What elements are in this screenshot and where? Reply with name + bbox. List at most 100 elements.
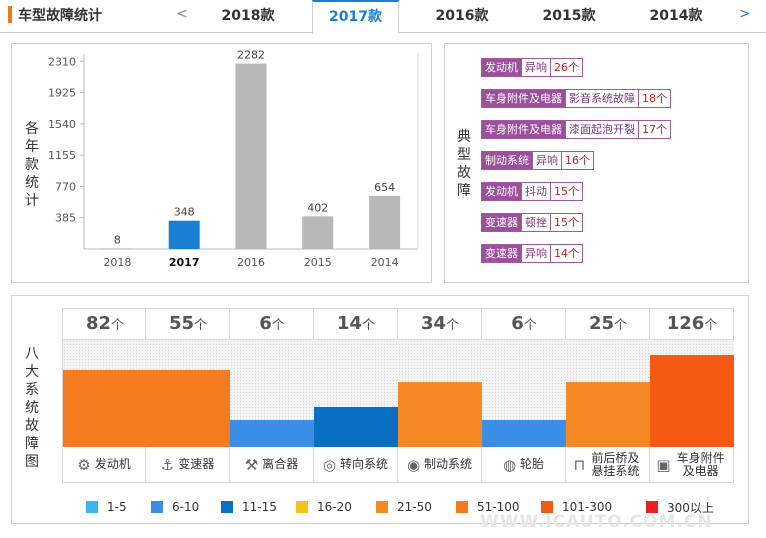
x-tick-label: 2016 bbox=[237, 256, 265, 269]
system-column: 14个 bbox=[314, 308, 398, 447]
system-count-unit: 个 bbox=[704, 318, 718, 333]
system-count-number: 6 bbox=[511, 313, 524, 334]
system-bar-fill bbox=[314, 407, 398, 447]
fault-item[interactable]: 变速器 顿挫 15个 bbox=[481, 213, 583, 232]
legend-swatch bbox=[296, 501, 308, 513]
tab-2016[interactable]: 2016款 bbox=[435, 8, 489, 24]
suspension-icon: ⊓ bbox=[573, 455, 586, 474]
system-bar-track bbox=[482, 340, 566, 447]
tab-2018[interactable]: 2018款 bbox=[221, 8, 275, 24]
legend-swatch bbox=[151, 501, 163, 513]
eight-systems-label-text: 八大系统故障图 bbox=[25, 346, 39, 470]
bar-2015 bbox=[302, 216, 334, 249]
fault-system-tag: 制动系统 bbox=[481, 151, 533, 170]
legend-item: 1-5 bbox=[86, 499, 127, 515]
system-column: 6个 bbox=[230, 308, 314, 447]
system-label-cell[interactable]: ⚙ 发动机 bbox=[62, 447, 146, 483]
fault-count-tag: 18个 bbox=[639, 89, 671, 108]
bar-2017 bbox=[168, 220, 200, 249]
prev-arrow-button[interactable]: < bbox=[176, 6, 188, 22]
fault-item[interactable]: 发动机 异响 26个 bbox=[481, 58, 583, 77]
fault-item[interactable]: 变速器 异响 14个 bbox=[481, 244, 583, 263]
legend-item: 11-15 bbox=[221, 499, 277, 515]
system-count-unit: 个 bbox=[523, 318, 537, 333]
fault-count-tag: 15个 bbox=[551, 182, 583, 201]
next-arrow-button[interactable]: > bbox=[739, 6, 751, 22]
fault-system-tag: 发动机 bbox=[481, 58, 522, 77]
system-name: 轮胎 bbox=[520, 457, 545, 471]
system-label-cell[interactable]: ⊓ 前后桥及悬挂系统 bbox=[566, 447, 650, 483]
fault-count-tag: 14个 bbox=[551, 244, 583, 263]
engine-icon: ⚙ bbox=[77, 455, 91, 474]
system-name: 变速器 bbox=[178, 457, 215, 471]
brake-icon: ◉ bbox=[406, 455, 421, 474]
system-count-unit: 个 bbox=[362, 318, 376, 333]
fault-count-tag: 16个 bbox=[562, 151, 594, 170]
legend-label: 300以上 bbox=[667, 500, 714, 515]
title-accent bbox=[8, 6, 12, 23]
system-count-unit: 个 bbox=[111, 318, 125, 333]
bar-2014 bbox=[369, 195, 401, 249]
tab-2017[interactable]: 2017款 bbox=[312, 0, 399, 34]
system-bar-track bbox=[314, 340, 398, 447]
system-label-cell[interactable]: ⚒ 离合器 bbox=[230, 447, 314, 483]
yearly-stats-label: 各年款统计 bbox=[23, 120, 41, 210]
legend-label: 11-15 bbox=[242, 500, 277, 514]
system-count-number: 6 bbox=[259, 313, 272, 334]
yearly-stats-label-text: 各年款统计 bbox=[25, 121, 39, 209]
fault-count-tag: 15个 bbox=[551, 213, 583, 232]
system-name: 制动系统 bbox=[424, 457, 473, 471]
x-tick-label: 2017 bbox=[169, 256, 200, 269]
eight-systems-label: 八大系统故障图 bbox=[23, 345, 41, 471]
system-count: 6个 bbox=[482, 308, 566, 340]
battery-icon: ▣ bbox=[656, 455, 671, 474]
legend-swatch bbox=[541, 501, 553, 513]
fault-system-tag: 变速器 bbox=[481, 213, 522, 232]
typical-faults-label-text: 典型故障 bbox=[457, 129, 471, 199]
legend-swatch bbox=[646, 501, 658, 513]
fault-count-tag: 26个 bbox=[551, 58, 583, 77]
tab-2015[interactable]: 2015款 bbox=[542, 8, 596, 24]
bar-value-label: 8 bbox=[114, 233, 121, 246]
bar-value-label: 654 bbox=[374, 181, 395, 194]
legend-item: 51-100 bbox=[456, 499, 520, 515]
system-label-cell[interactable]: ◉ 制动系统 bbox=[398, 447, 482, 483]
system-bar-fill bbox=[63, 369, 147, 447]
system-count: 55个 bbox=[146, 308, 230, 340]
system-label-cell[interactable]: ▣ 车身附件及电器 bbox=[650, 447, 734, 483]
legend-label: 1-5 bbox=[107, 500, 127, 514]
system-name: 车身附件及电器 bbox=[676, 450, 725, 478]
system-count-unit: 个 bbox=[194, 318, 208, 333]
system-label-cell[interactable]: ◎ 转向系统 bbox=[314, 447, 398, 483]
y-tick-label: 1540 bbox=[48, 118, 76, 131]
system-bar-track bbox=[650, 340, 734, 447]
legend-item: 300以上 bbox=[646, 499, 714, 515]
system-bar-fill bbox=[650, 354, 734, 447]
system-bar-track bbox=[146, 340, 230, 447]
system-column: 55个 bbox=[146, 308, 230, 447]
fault-item[interactable]: 车身附件及电器 影音系统故障 18个 bbox=[481, 89, 671, 108]
system-count: 82个 bbox=[63, 308, 147, 340]
fault-item[interactable]: 发动机 抖动 15个 bbox=[481, 182, 583, 201]
system-name: 发动机 bbox=[94, 457, 131, 471]
system-label-cell[interactable]: ◍ 轮胎 bbox=[482, 447, 566, 483]
system-name: 离合器 bbox=[262, 457, 299, 471]
legend-swatch bbox=[221, 501, 233, 513]
legend-item: 21-50 bbox=[376, 499, 432, 515]
x-tick-label: 2015 bbox=[304, 256, 332, 269]
system-column: 82个 bbox=[62, 308, 147, 447]
y-tick-label: 1925 bbox=[48, 87, 76, 100]
system-bar-fill bbox=[566, 381, 650, 447]
tab-2014[interactable]: 2014款 bbox=[649, 8, 703, 24]
system-count-unit: 个 bbox=[271, 318, 285, 333]
fault-item[interactable]: 车身附件及电器 漆面起泡开裂 17个 bbox=[481, 120, 671, 139]
system-count-number: 25 bbox=[588, 313, 615, 334]
legend-item: 16-20 bbox=[296, 499, 352, 515]
fault-count-tag: 17个 bbox=[639, 120, 671, 139]
tire-icon: ◍ bbox=[502, 455, 517, 474]
typical-faults-panel: 典型故障 发动机 异响 26个车身附件及电器 影音系统故障 18个 车身附件及电器 漆面起泡… bbox=[444, 43, 749, 283]
system-label-cell[interactable]: ⚓ 变速器 bbox=[146, 447, 230, 483]
system-bar-fill bbox=[398, 381, 482, 447]
fault-item[interactable]: 制动系统 异响 16个 bbox=[481, 151, 594, 170]
bar-value-label: 348 bbox=[174, 206, 195, 219]
